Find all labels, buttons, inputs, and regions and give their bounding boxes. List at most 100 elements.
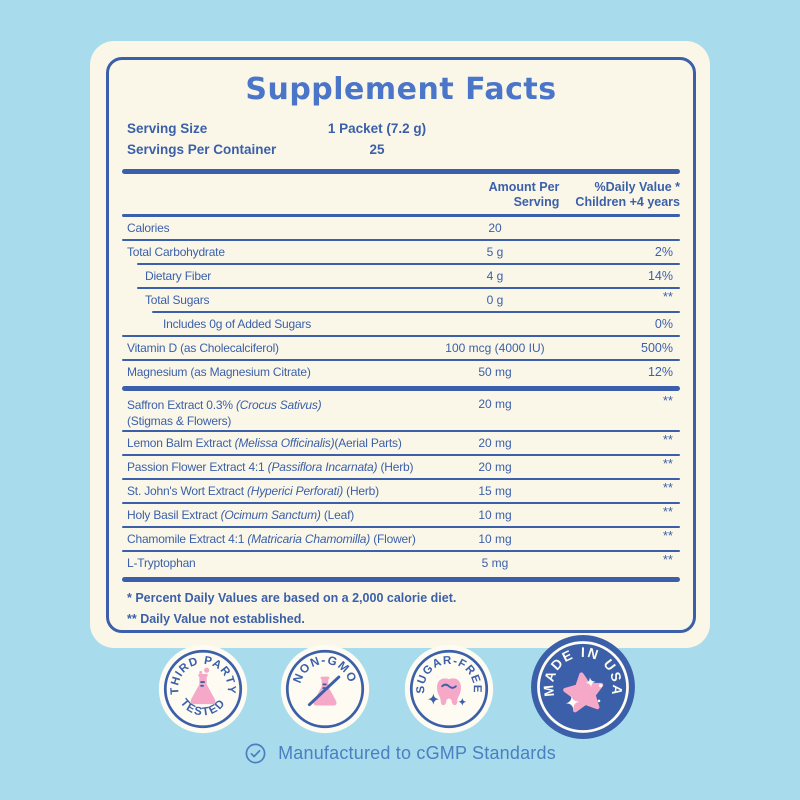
panel-title: Supplement Facts <box>245 72 557 107</box>
row-separator <box>122 358 680 361</box>
fact-row: Chamomile Extract 4:1 (Matricaria Chamom… <box>122 528 680 550</box>
fact-name: Saffron Extract 0.3% (Crocus Sativus) (St… <box>127 397 322 428</box>
serving-size-label: Serving Size <box>127 121 208 136</box>
row-separator <box>122 429 680 432</box>
fact-name: Calories <box>127 221 170 235</box>
footer-note-text: Manufactured to cGMP Standards <box>278 743 556 763</box>
column-headers: Amount Per Serving %Daily Value * Childr… <box>122 180 680 210</box>
fact-name: Dietary Fiber <box>145 269 212 283</box>
serving-size-value: 1 Packet (7.2 g) <box>327 121 427 136</box>
serving-info: Serving Size 1 Packet (7.2 g) Servings P… <box>122 118 680 160</box>
header-underline <box>122 213 680 217</box>
star-icon <box>563 672 604 713</box>
amount-per-serving-header: Amount Per Serving <box>488 180 560 209</box>
fact-daily-value: ** <box>662 289 673 304</box>
badge-sugar-free: SUGAR-FREE <box>404 644 494 734</box>
flask-crossed-icon <box>307 675 341 707</box>
row-separator <box>122 453 680 456</box>
row-separator <box>122 238 680 241</box>
fact-daily-value: ** <box>662 552 673 567</box>
fact-amount: 100 mcg (4000 IU) <box>445 340 545 355</box>
fact-row: Dietary Fiber 4 g 14% <box>122 265 680 287</box>
fact-name: Chamomile Extract 4:1 (Matricaria Chamom… <box>127 532 416 546</box>
badge-ring <box>285 649 365 729</box>
fact-amount: 0 g <box>486 292 504 307</box>
fact-name: Magnesium (as Magnesium Citrate) <box>127 365 311 379</box>
fact-row: St. John's Wort Extract (Hyperici Perfor… <box>122 480 680 502</box>
daily-value-header: %Daily Value * Children +4 years <box>575 180 680 209</box>
row-separator <box>122 334 680 337</box>
fact-amount: 20 mg <box>478 435 512 450</box>
fact-amount: 50 mg <box>478 364 512 379</box>
row-separator <box>137 286 680 289</box>
fact-amount: 20 <box>488 220 502 235</box>
fact-name: Includes 0g of Added Sugars <box>163 317 312 331</box>
check-circle-icon <box>245 743 266 764</box>
fact-daily-value: ** <box>662 392 673 408</box>
fact-row: Passion Flower Extract 4:1 (Passiflora I… <box>122 456 680 478</box>
fact-row: Lemon Balm Extract (Melissa Officinalis)… <box>122 432 680 454</box>
tooth-icon <box>427 678 467 706</box>
fact-row: Vitamin D (as Cholecalciferol) 100 mcg (4… <box>122 337 680 359</box>
fact-name: L-Tryptophan <box>127 556 196 570</box>
row-separator <box>122 525 680 528</box>
badge-third-party-tested: THIRD PARTY TESTED <box>158 644 248 734</box>
footnote-dv-not-established: ** Daily Value not established. <box>127 611 305 626</box>
flask-icon <box>190 667 216 705</box>
fact-row: L-Tryptophan 5 mg ** <box>122 552 680 574</box>
fact-amount: 10 mg <box>478 531 512 546</box>
fact-row: Includes 0g of Added Sugars 0% <box>122 313 680 335</box>
servings-per-container-row: Servings Per Container 25 <box>122 139 680 160</box>
fact-row: Magnesium (as Magnesium Citrate) 50 mg 12% <box>122 361 680 383</box>
fact-daily-value: 14% <box>647 268 673 283</box>
servings-per-container-value: 25 <box>369 142 385 157</box>
fact-row: Total Carbohydrate 5 g 2% <box>122 241 680 263</box>
fact-name: Total Carbohydrate <box>127 245 225 259</box>
serving-size-row: Serving Size 1 Packet (7.2 g) <box>122 118 680 139</box>
fact-amount: 4 g <box>486 268 504 283</box>
fact-daily-value: 12% <box>647 364 673 379</box>
badge-ring <box>409 649 489 729</box>
row-separator <box>152 310 680 313</box>
fact-daily-value: ** <box>662 528 673 543</box>
row-separator <box>122 501 680 504</box>
section-divider <box>122 576 680 582</box>
fact-name: Total Sugars <box>145 293 210 307</box>
servings-per-container-label: Servings Per Container <box>127 142 277 157</box>
fact-amount: 5 mg <box>481 555 509 570</box>
fact-daily-value: ** <box>662 432 673 447</box>
fact-row: Saffron Extract 0.3% (Crocus Sativus) (St… <box>122 392 680 430</box>
footer-note: Manufactured to cGMP Standards <box>0 742 800 765</box>
fact-amount: 20 mg <box>478 459 512 474</box>
fact-name: St. John's Wort Extract (Hyperici Perfor… <box>127 484 379 498</box>
section-divider <box>122 169 680 174</box>
fact-row: Calories 20 <box>122 217 680 239</box>
fact-daily-value: ** <box>662 504 673 519</box>
fact-name: Holy Basil Extract (Ocimum Sanctum) (Lea… <box>127 508 355 522</box>
fact-name: Vitamin D (as Cholecalciferol) <box>127 341 279 355</box>
fact-amount: 20 mg <box>478 396 512 411</box>
supplement-facts-panel: Supplement Facts Serving Size 1 Packet (… <box>106 57 696 633</box>
fact-daily-value: 500% <box>641 340 673 355</box>
label-card <box>90 41 710 648</box>
badge-made-in-usa: MADE IN USA <box>531 635 635 739</box>
fact-daily-value: 0% <box>654 316 673 331</box>
badge-non-gmo: NON-GMO <box>280 644 370 734</box>
badge-ring <box>537 641 629 733</box>
footnote-daily-values: * Percent Daily Values are based on a 2,… <box>127 590 457 605</box>
fact-amount: 10 mg <box>478 507 512 522</box>
row-separator <box>122 477 680 480</box>
fact-amount: 15 mg <box>478 483 512 498</box>
fact-daily-value: ** <box>662 480 673 495</box>
fact-row: Total Sugars 0 g ** <box>122 289 680 311</box>
fact-name: Lemon Balm Extract (Melissa Officinalis)… <box>127 436 402 450</box>
fact-name: Passion Flower Extract 4:1 (Passiflora I… <box>127 460 414 474</box>
fact-daily-value: 2% <box>654 244 673 259</box>
badge-ring <box>163 649 243 729</box>
row-separator <box>137 262 680 265</box>
fact-daily-value: ** <box>662 456 673 471</box>
facts-rows: Calories 20 Total Carbohydrate 5 g 2% Dietary… <box>122 217 680 582</box>
section-divider <box>122 385 680 391</box>
fact-amount: 5 g <box>486 244 504 259</box>
